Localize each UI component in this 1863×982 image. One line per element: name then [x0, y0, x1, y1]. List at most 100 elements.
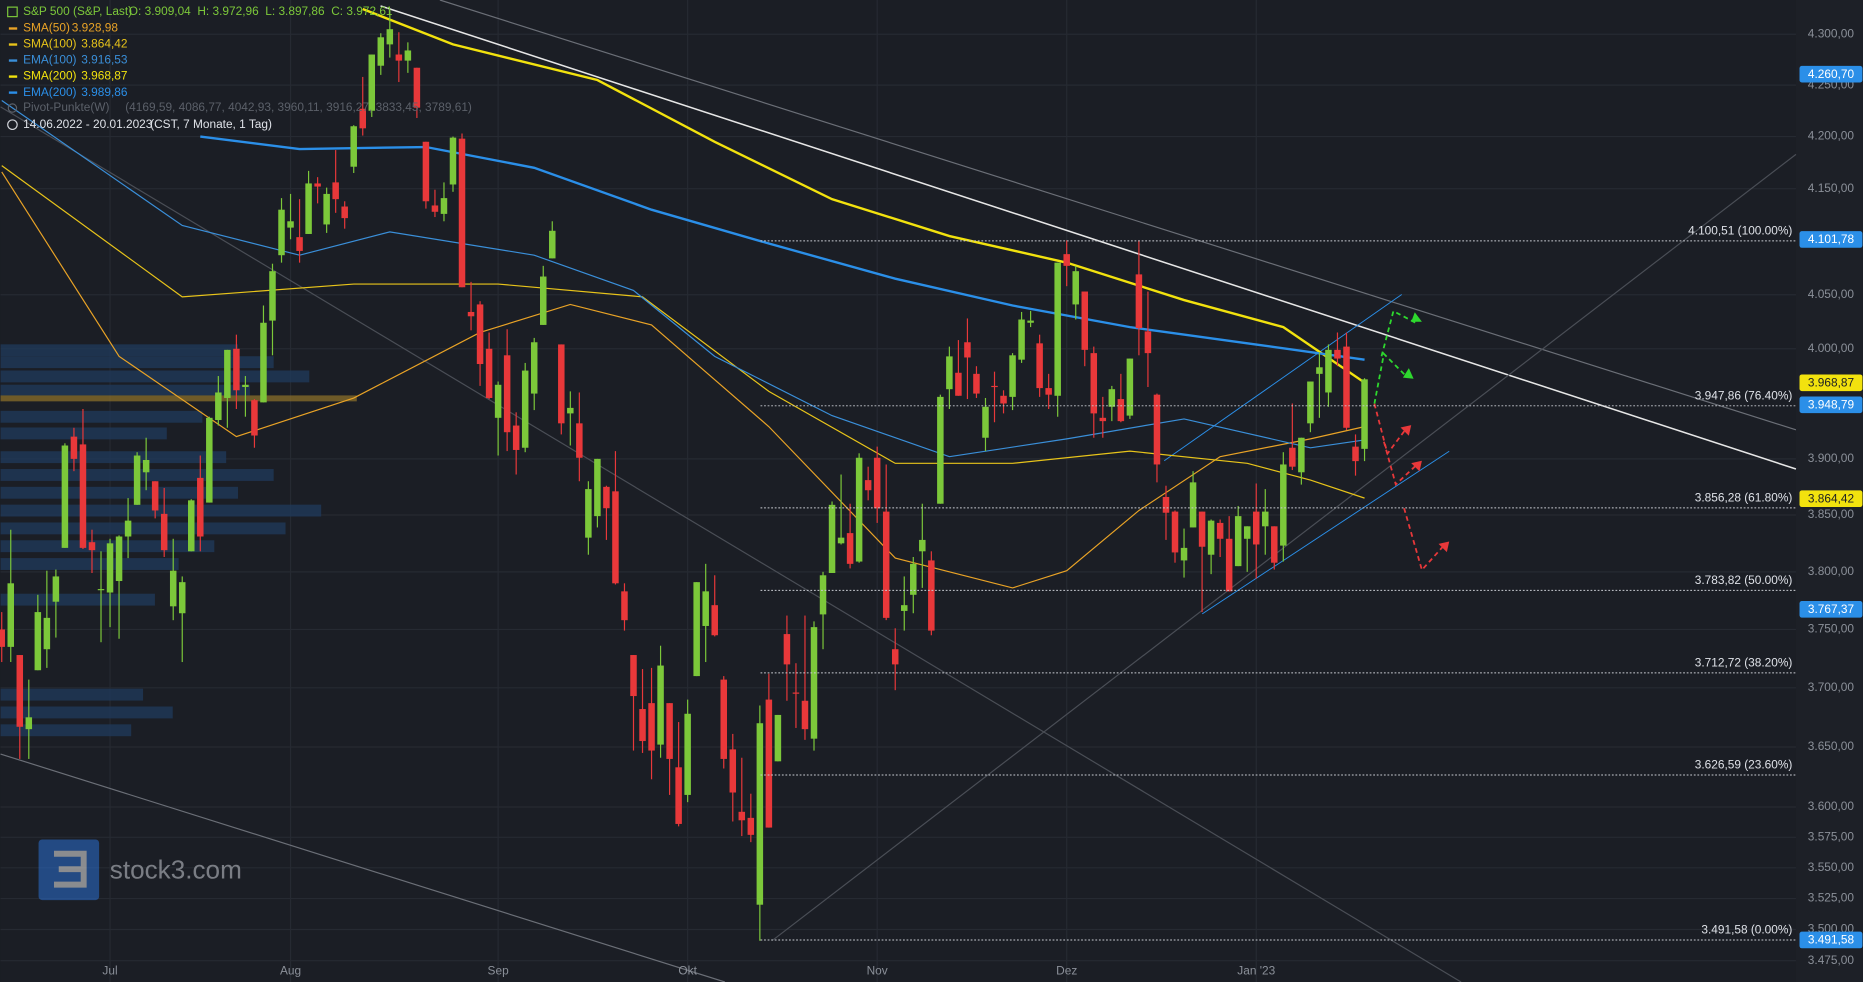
- candle-body: [197, 477, 204, 537]
- watermark-text: stock3.com: [110, 854, 242, 884]
- candle-body: [314, 183, 321, 187]
- candle-body: [1045, 388, 1052, 395]
- candle-body: [648, 703, 655, 751]
- candle-body: [1072, 271, 1079, 305]
- candle-body: [34, 612, 42, 671]
- candles: [0, 9, 1368, 941]
- y-tick-label: 3.600,00: [1808, 799, 1855, 813]
- candle-body: [1036, 343, 1043, 389]
- candle-body: [160, 513, 168, 551]
- candle-body: [1009, 355, 1016, 397]
- candle-body: [891, 649, 899, 665]
- candle-body: [1126, 358, 1134, 416]
- candle-body: [106, 543, 114, 593]
- candle-body: [530, 342, 538, 394]
- legend-value: 3.928,98: [72, 21, 119, 35]
- candle-body: [521, 370, 529, 448]
- y-tick-label: 3.650,00: [1808, 739, 1855, 753]
- y-tick-label: 3.750,00: [1808, 622, 1855, 636]
- candle-body: [25, 717, 33, 730]
- price-badge: [1799, 490, 1863, 508]
- candle-body: [350, 126, 357, 167]
- candle-body: [873, 457, 881, 509]
- candle-body: [215, 392, 222, 421]
- candle-body: [621, 591, 628, 621]
- candle-body: [1316, 367, 1323, 374]
- x-tick-label: Aug: [280, 963, 301, 977]
- price-badge: [1799, 231, 1863, 248]
- candle-body: [738, 811, 746, 821]
- candle-body: [332, 182, 339, 200]
- candle-body: [1189, 482, 1197, 528]
- candle-body: [576, 423, 583, 458]
- candle-body: [88, 542, 96, 551]
- x-tick-label: Okt: [678, 963, 697, 977]
- candle-body: [928, 560, 935, 631]
- title-icon: [7, 6, 18, 18]
- candle-body: [702, 591, 709, 626]
- candle-body: [783, 634, 791, 665]
- candle-body: [982, 406, 989, 438]
- legend-name: EMA(200): [23, 85, 76, 99]
- candle-body: [612, 491, 619, 584]
- candle-body: [233, 348, 240, 391]
- candle-body: [476, 304, 484, 365]
- candle-body: [1262, 511, 1269, 527]
- candle-body: [458, 138, 466, 288]
- candle-body: [431, 205, 439, 212]
- candle-body: [549, 230, 556, 259]
- y-tick-label: 3.575,00: [1808, 829, 1855, 843]
- candle-body: [1352, 446, 1359, 462]
- y-tick-label: 3.850,00: [1808, 507, 1855, 521]
- candle-body: [864, 480, 872, 491]
- legend-value: 3.968,87: [81, 69, 127, 83]
- candle-body: [278, 209, 285, 256]
- candle-body: [1216, 522, 1224, 539]
- candle-body: [79, 444, 87, 548]
- candle-body: [919, 539, 926, 552]
- candle-body: [937, 396, 944, 504]
- candle-body: [1063, 254, 1070, 266]
- legend: S&P 500 (S&P, Last) O: 3.909,04 H: 3.972…: [7, 4, 472, 131]
- candle-body: [666, 703, 673, 759]
- candle-body: [1234, 516, 1242, 567]
- price-badge: [1799, 65, 1863, 83]
- candle-body: [1171, 511, 1179, 553]
- candle-body: [882, 511, 890, 618]
- candle-body: [305, 183, 312, 234]
- candle-body: [1153, 394, 1161, 465]
- candle-body: [657, 665, 664, 745]
- watermark: stock3.com: [38, 839, 242, 901]
- candle-body: [115, 536, 123, 582]
- candle-body: [323, 193, 330, 225]
- candle-body: [567, 407, 574, 414]
- level-label: 3.626,59 (23.60%): [1695, 758, 1793, 772]
- price-axis: 4.300,004.250,004.200,004.150,004.050,00…: [102, 26, 1863, 977]
- y-tick-label: 3.800,00: [1808, 564, 1855, 578]
- candle-body: [711, 605, 718, 636]
- candle-body: [756, 723, 764, 905]
- candle-body: [955, 372, 962, 396]
- legend-title: S&P 500 (S&P, Last): [23, 4, 132, 18]
- candle-body: [467, 311, 475, 317]
- candle-body: [774, 714, 782, 762]
- candle-body: [1117, 399, 1125, 422]
- candle-body: [1099, 417, 1107, 422]
- candle-body: [485, 348, 493, 398]
- price-badge-label: 3.968,87: [1808, 375, 1854, 389]
- candle-body: [1090, 353, 1098, 414]
- candle-body: [1307, 381, 1314, 424]
- pivot-name: Pivot-Punkte(W): [23, 100, 109, 114]
- price-badge-label: 4.260,70: [1808, 67, 1855, 81]
- candle-body: [188, 500, 195, 552]
- candle-body: [846, 533, 854, 564]
- candle-body: [386, 29, 394, 45]
- candle-body: [70, 436, 78, 459]
- candle-body: [693, 582, 700, 677]
- candle-body: [1207, 520, 1215, 555]
- x-tick-label: Jul: [102, 963, 117, 977]
- scenario-arrows: [1373, 309, 1450, 572]
- candle-body: [1225, 538, 1233, 592]
- y-tick-label: 3.525,00: [1808, 891, 1855, 905]
- candle-body: [124, 520, 132, 537]
